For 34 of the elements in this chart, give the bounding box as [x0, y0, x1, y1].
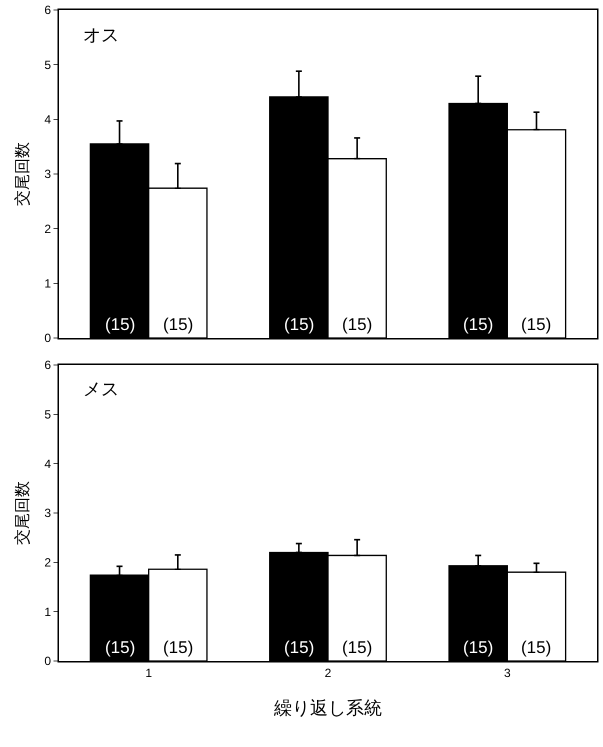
annotation: (15) — [521, 315, 552, 334]
y-tick-label: 6 — [44, 358, 52, 372]
annotation: (15) — [521, 638, 552, 657]
annotation: (15) — [463, 638, 494, 657]
x-axis-title: 繰り返し系統 — [273, 698, 382, 718]
annotation: (15) — [284, 315, 314, 334]
y-tick-label: 5 — [44, 408, 52, 422]
x-tick-label: 2 — [324, 666, 332, 680]
y-tick-label: 4 — [44, 112, 52, 127]
y-tick-label: 2 — [44, 222, 52, 236]
annotation: (15) — [105, 638, 136, 657]
text: オス — [83, 25, 119, 45]
annotation: (15) — [463, 315, 494, 334]
annotation: (15) — [163, 638, 194, 657]
annotation: (15) — [284, 638, 314, 657]
y-tick-label: 0 — [44, 654, 52, 668]
y-axis-title: 交尾回数 — [14, 481, 32, 545]
y-tick-label: 3 — [44, 167, 52, 182]
y-axis-title: 交尾回数 — [14, 142, 32, 206]
annotation: (15) — [105, 315, 136, 334]
x-tick-label: 3 — [504, 666, 511, 680]
y-tick-label: 3 — [44, 506, 52, 520]
text: メス — [83, 379, 119, 399]
y-tick-label: 1 — [44, 604, 52, 619]
x-tick-label: 1 — [145, 666, 152, 680]
y-tick-label: 5 — [44, 58, 52, 72]
y-tick-label: 4 — [44, 456, 52, 471]
annotation: (15) — [342, 638, 372, 657]
y-tick-label: 2 — [44, 556, 52, 570]
y-tick-label: 1 — [44, 276, 52, 291]
y-tick-label: 6 — [44, 3, 52, 18]
y-tick-label: 0 — [44, 331, 52, 346]
annotation: (15) — [163, 315, 194, 334]
annotation: (15) — [342, 315, 372, 334]
